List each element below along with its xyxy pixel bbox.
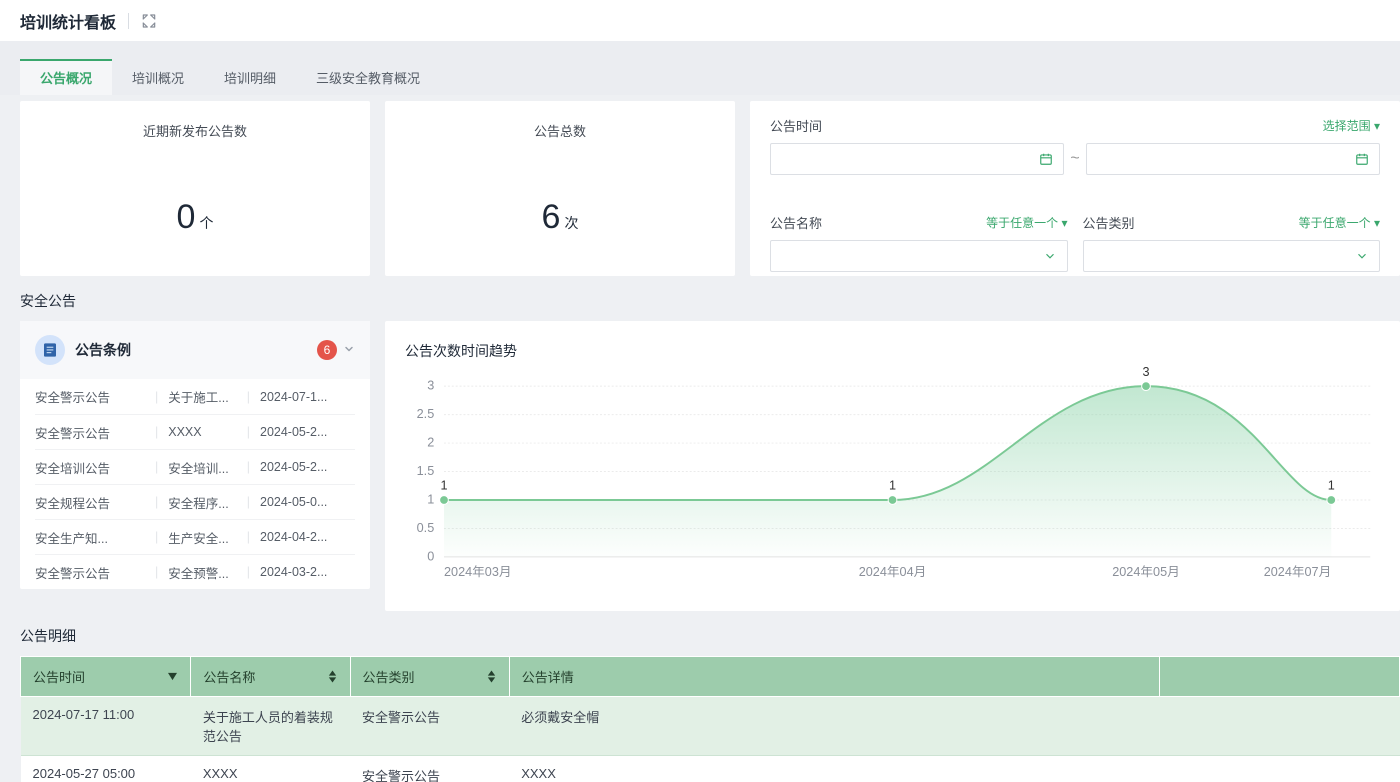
svg-text:2024年07月: 2024年07月 — [1264, 565, 1332, 579]
svg-text:2: 2 — [427, 435, 434, 449]
svg-text:1: 1 — [440, 479, 447, 493]
svg-text:2024年03月: 2024年03月 — [444, 565, 512, 579]
svg-text:0.5: 0.5 — [417, 521, 435, 535]
svg-text:3: 3 — [427, 379, 434, 393]
svg-text:1: 1 — [427, 492, 434, 506]
svg-text:1: 1 — [1328, 479, 1335, 493]
svg-text:1.5: 1.5 — [417, 464, 435, 478]
svg-text:1: 1 — [889, 479, 896, 493]
svg-text:2.5: 2.5 — [417, 407, 435, 421]
svg-text:2024年04月: 2024年04月 — [859, 565, 927, 579]
svg-text:0: 0 — [427, 549, 434, 563]
svg-text:3: 3 — [1142, 366, 1149, 379]
svg-text:2024年05月: 2024年05月 — [1112, 565, 1180, 579]
